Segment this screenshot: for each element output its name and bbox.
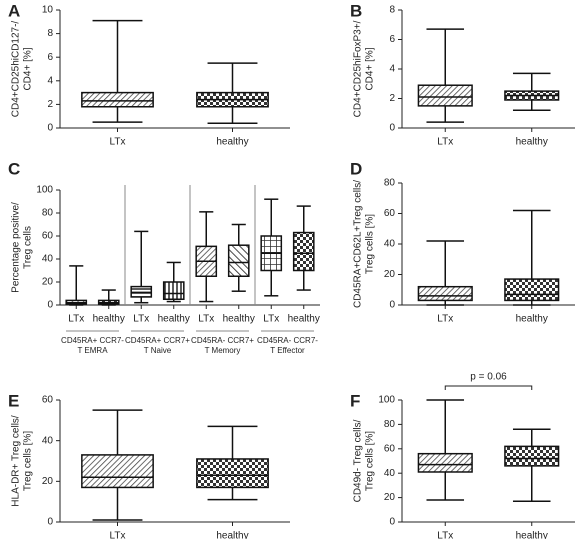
y-tick-label: 20 (384, 269, 396, 280)
y-tick-label: 2 (47, 99, 53, 110)
group-label: T Memory (205, 346, 241, 355)
x-tick-label: LTx (133, 314, 149, 325)
y-tick-label: 80 (384, 178, 396, 189)
box (162, 281, 185, 300)
y-tick-label: 20 (384, 492, 396, 503)
y-tick-label: 8 (47, 28, 53, 39)
panel-letter: B (350, 1, 362, 20)
y-tick-label: 8 (389, 5, 395, 16)
y-tick-label: 4 (389, 64, 395, 75)
y-tick-label: 40 (384, 468, 396, 479)
y-tick-label: 80 (42, 208, 54, 219)
panel-letter: E (8, 391, 19, 410)
y-tick-label: 0 (47, 123, 53, 134)
x-tick-label: LTx (437, 137, 453, 148)
y-tick-label: 40 (42, 254, 54, 265)
y-axis-label: CD4+ [%] (365, 47, 376, 90)
box (81, 454, 154, 489)
box (292, 231, 315, 272)
y-axis-label: Percentage positive/ (11, 202, 22, 293)
y-tick-label: 10 (42, 5, 54, 16)
y-axis-label: CD4+CD25hiCD127-/ (11, 21, 22, 118)
x-tick-label: healthy (93, 314, 125, 325)
group-label: CD45RA+ CCR7- (61, 336, 124, 345)
box (81, 91, 154, 108)
y-axis-label: CD4+CD25hiFoxP3+/ (353, 20, 364, 117)
y-tick-label: 100 (36, 185, 53, 196)
y-tick-label: 4 (47, 75, 53, 86)
x-tick-label: LTx (110, 137, 126, 148)
box (227, 244, 250, 277)
x-tick-label: LTx (198, 314, 214, 325)
y-axis-label: HLA-DR+ Treg cells/ (11, 415, 22, 507)
y-tick-label: 100 (378, 395, 395, 406)
y-tick-label: 60 (42, 395, 54, 406)
y-tick-label: 20 (42, 277, 54, 288)
box (504, 445, 560, 467)
x-tick-label: LTx (437, 531, 453, 539)
group-label: CD45RA- CCR7+ (191, 336, 254, 345)
y-tick-label: 0 (389, 123, 395, 134)
y-tick-label: 60 (384, 443, 396, 454)
y-axis-label: Treg cells [%] (365, 431, 376, 491)
panel-letter: D (350, 159, 362, 178)
panel-letter: C (8, 159, 20, 178)
x-tick-label: LTx (68, 314, 84, 325)
box (196, 458, 269, 489)
panel-letter: F (350, 391, 360, 410)
y-tick-label: 6 (389, 34, 395, 45)
group-label: T Effector (270, 346, 305, 355)
x-tick-label: healthy (216, 137, 248, 148)
y-tick-label: 0 (389, 300, 395, 311)
y-tick-label: 60 (384, 208, 396, 219)
x-tick-label: healthy (288, 314, 320, 325)
y-tick-label: 60 (42, 231, 54, 242)
group-label: T Naive (144, 346, 172, 355)
group-label: CD45RA- CCR7- (257, 336, 318, 345)
significance-bracket (444, 385, 533, 390)
group-label: CD45RA+ CCR7+ (125, 336, 190, 345)
annotation: p = 0.06 (470, 372, 507, 383)
x-tick-label: healthy (223, 314, 255, 325)
x-tick-label: healthy (516, 137, 548, 148)
y-tick-label: 20 (42, 476, 54, 487)
box (417, 285, 473, 302)
x-tick-label: LTx (437, 314, 453, 325)
x-tick-label: healthy (516, 314, 548, 325)
y-axis-label: Treg cells [%] (23, 431, 34, 491)
y-tick-label: 0 (389, 517, 395, 528)
y-tick-label: 0 (47, 517, 53, 528)
panel-letter: A (8, 1, 20, 20)
y-axis-label: CD49d- Treg cells/ (353, 419, 364, 502)
y-tick-label: 80 (384, 419, 396, 430)
x-tick-label: healthy (158, 314, 190, 325)
y-axis-label: CD4+ [%] (23, 47, 34, 90)
y-tick-label: 40 (384, 239, 396, 250)
y-tick-label: 6 (47, 52, 53, 63)
y-axis-label: Treg cells [%] (365, 214, 376, 274)
x-tick-label: healthy (516, 531, 548, 539)
y-axis-label: CD45RA+CD62L+Treg cells/ (353, 180, 364, 308)
y-tick-label: 0 (47, 300, 53, 311)
box (417, 452, 473, 473)
group-label: T EMRA (77, 346, 108, 355)
y-axis-label: Treg cells (23, 226, 34, 269)
x-tick-label: LTx (263, 314, 279, 325)
x-tick-label: healthy (216, 531, 248, 539)
box (504, 278, 560, 302)
x-tick-label: LTx (110, 531, 126, 539)
y-tick-label: 2 (389, 93, 395, 104)
y-tick-label: 40 (42, 435, 54, 446)
box (417, 84, 473, 107)
